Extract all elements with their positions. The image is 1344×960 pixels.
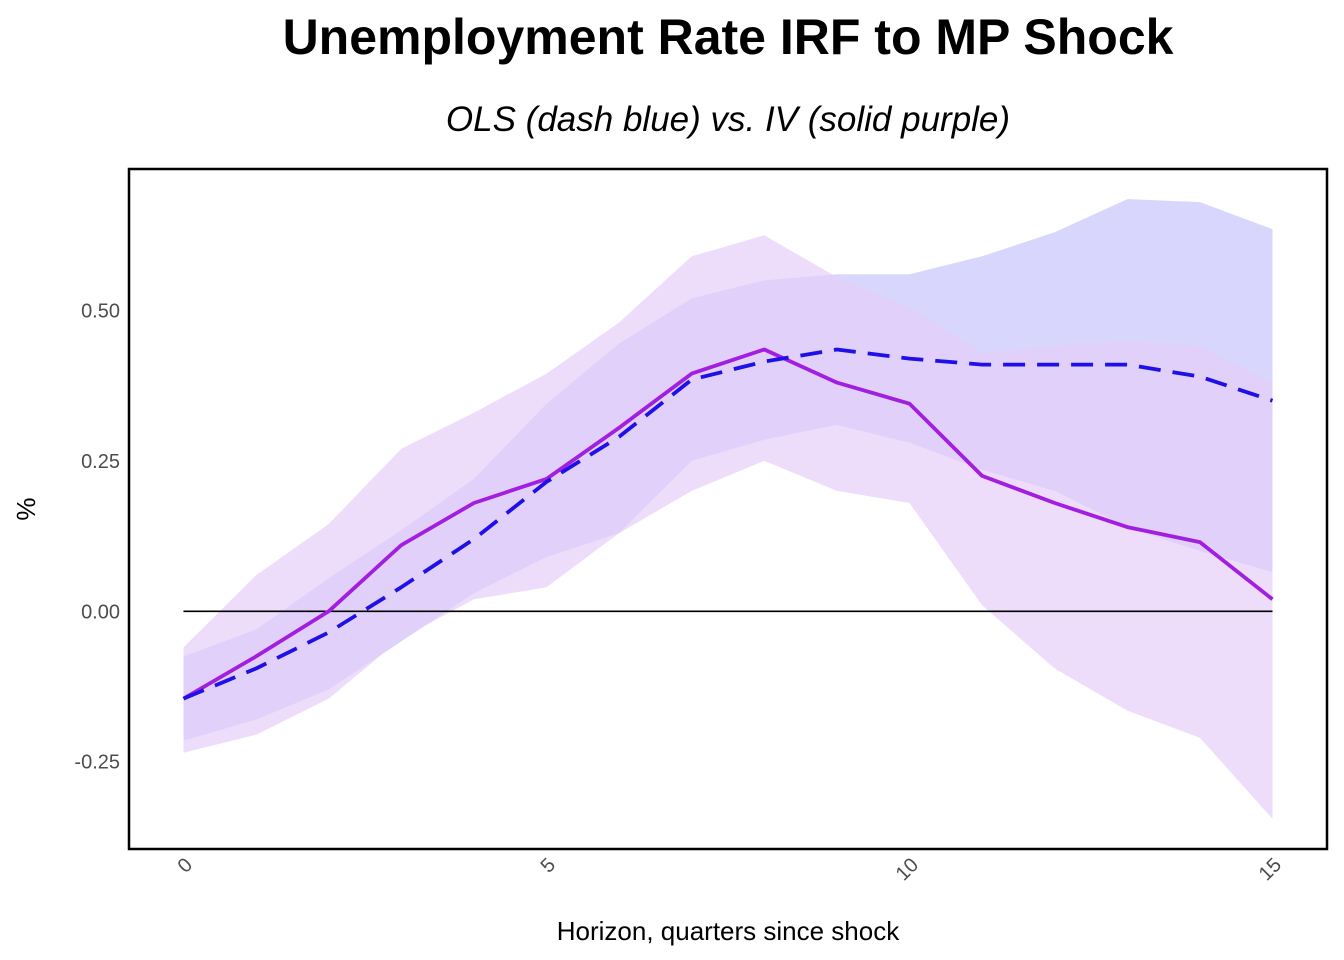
x-tick-label: 5 bbox=[537, 854, 560, 877]
series-lines bbox=[182, 347, 1274, 701]
y-tick-label: 0.00 bbox=[81, 601, 120, 623]
x-axis-title: Horizon, quarters since shock bbox=[557, 916, 900, 946]
y-axis-ticks: -0.25 0.00 0.25 0.50 bbox=[74, 300, 120, 773]
x-axis-ticks: 0 5 10 15 bbox=[174, 854, 1287, 885]
confidence-band-solid bbox=[183, 235, 1273, 819]
y-tick-label: 0.25 bbox=[81, 451, 120, 473]
series-line-dashed bbox=[182, 347, 1274, 701]
y-tick-label: 0.50 bbox=[81, 300, 120, 322]
x-tick-label: 10 bbox=[892, 854, 923, 885]
series-line-solid bbox=[182, 347, 1274, 701]
x-tick-label: 15 bbox=[1255, 854, 1286, 885]
y-axis-title: % bbox=[11, 497, 41, 520]
chart-subtitle: OLS (dash blue) vs. IV (solid purple) bbox=[445, 100, 1011, 139]
x-tick-label: 0 bbox=[174, 854, 197, 877]
confidence-bands bbox=[183, 199, 1273, 819]
panel-border bbox=[127, 167, 1329, 851]
confidence-band-dashed bbox=[183, 199, 1273, 741]
chart-title: Unemployment Rate IRF to MP Shock bbox=[282, 9, 1174, 65]
y-tick-label: -0.25 bbox=[74, 752, 120, 774]
